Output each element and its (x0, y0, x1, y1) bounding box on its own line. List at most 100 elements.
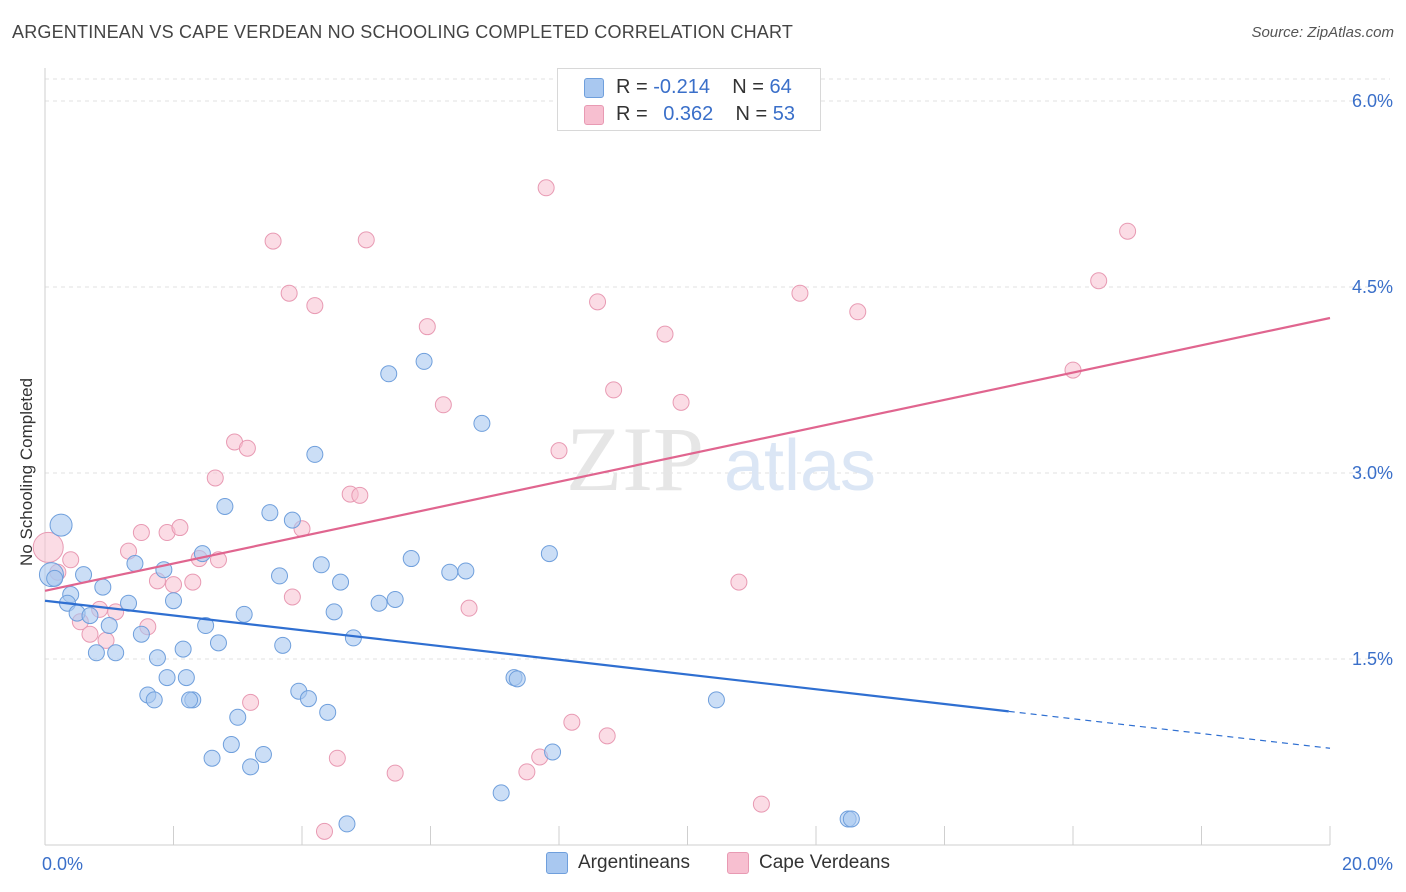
y-tick-label: 6.0% (1352, 91, 1393, 111)
argentinean-point (370, 594, 388, 612)
x-tick-label-max: 20.0% (1342, 854, 1393, 874)
cape-verdean-point (1064, 361, 1082, 379)
argentinean-point (145, 691, 163, 709)
cape-verdean-point (184, 573, 202, 591)
argentinean-point (216, 497, 234, 515)
cape-verdean-point (672, 393, 690, 411)
legend-n-label: N = (732, 76, 764, 98)
tick-labels: 1.5% 3.0% 4.5% 6.0% 0.0% 20.0% (42, 91, 1393, 874)
argentinean-point (94, 578, 112, 596)
legend-r-label: R = (616, 103, 648, 125)
legend: R = -0.214 N = 64 R = 0.362 N = 53 (557, 68, 821, 131)
argentinean-point (540, 545, 558, 563)
argentinean-point (235, 605, 253, 623)
y-tick-label: 3.0% (1352, 463, 1393, 483)
argentinean-point (492, 784, 510, 802)
cape-verdean-point (280, 284, 298, 302)
legend-row-argentineans: R = -0.214 N = 64 (558, 74, 820, 100)
cape-verdean-point (563, 713, 581, 731)
watermark-zip: ZIP (566, 408, 704, 510)
argentinean-point (46, 569, 64, 587)
cape-verdean-point (283, 588, 301, 606)
argentineans-trend-extension (1008, 710, 1331, 749)
argentineans-points (38, 352, 860, 833)
argentinean-point (242, 758, 260, 776)
argentinean-point (75, 566, 93, 584)
trend-lines (44, 316, 1331, 749)
cape-verdean-point (1090, 272, 1108, 290)
argentinean-point (100, 617, 118, 635)
legend-argentineans-text: R = -0.214 N = 64 (616, 76, 792, 99)
argentinean-point (457, 562, 475, 580)
bottom-legend-label: Argentineans (578, 852, 690, 873)
cape-verdean-point (1119, 222, 1137, 240)
argentinean-point (177, 669, 195, 687)
cape-verdean-point (460, 599, 478, 617)
cape-verdean-point (32, 531, 64, 563)
argentinean-point (222, 736, 240, 754)
legend-row-cape-verdeans: R = 0.362 N = 53 (558, 101, 820, 127)
argentinean-point (174, 640, 192, 658)
argentinean-point (132, 625, 150, 643)
legend-r-label: R = (616, 76, 648, 98)
cape-verdean-point (165, 576, 182, 594)
argentinean-point (271, 567, 289, 585)
cape-verdean-point (238, 439, 256, 457)
argentinean-point (325, 603, 343, 621)
cape-verdean-point (434, 396, 452, 414)
argentinean-point (344, 629, 362, 647)
argentinean-point (158, 669, 176, 687)
cape-verdean-point (132, 524, 150, 542)
argentinean-point (49, 513, 73, 537)
cape-verdean-point (315, 822, 333, 840)
cape-verdeans-trend-line (44, 316, 1331, 592)
argentinean-point (197, 617, 215, 635)
argentinean-point (229, 708, 247, 726)
cape-verdean-point (598, 727, 616, 745)
argentineans-swatch (546, 852, 568, 874)
argentinean-point (299, 690, 317, 708)
cape-verdean-point (81, 625, 99, 643)
argentinean-point (274, 636, 292, 654)
y-axis-label: No Schooling Completed (17, 377, 36, 566)
argentinean-point (319, 703, 337, 721)
argentinean-point (544, 743, 562, 761)
cape-verdean-point (386, 764, 404, 782)
argentinean-point (181, 691, 199, 709)
argentineans-trend-line (44, 599, 1009, 713)
cape-verdeans-points (32, 179, 1137, 840)
watermark-atlas: atlas (724, 426, 876, 506)
argentinean-point (332, 573, 350, 591)
cape-verdean-point (605, 381, 623, 399)
legend-n-value: 64 (769, 76, 792, 98)
cape-verdean-point (328, 749, 346, 767)
y-tick-label: 1.5% (1352, 649, 1393, 669)
cape-verdean-point (306, 297, 324, 315)
argentinean-point (261, 504, 279, 522)
watermark: ZIP atlas (566, 408, 876, 510)
cape-verdean-point (791, 284, 809, 302)
cape-verdean-point (418, 318, 436, 336)
argentinean-point (126, 555, 144, 573)
legend-n-label: N = (735, 103, 768, 125)
cape-verdean-point (730, 573, 748, 591)
cape-verdean-point (171, 519, 189, 537)
cape-verdean-point (518, 763, 536, 781)
cape-verdeans-swatch (727, 852, 749, 874)
argentinean-point (87, 644, 105, 662)
argentinean-point (508, 670, 526, 688)
argentinean-point (254, 745, 272, 763)
argentinean-point (338, 815, 356, 833)
legend-cape-verdeans-text: R = 0.362 N = 53 (616, 103, 795, 126)
cape-verdean-point (264, 232, 282, 250)
argentinean-point (107, 644, 125, 662)
axes (44, 68, 1331, 846)
argentinean-point (473, 414, 491, 432)
argentinean-point (165, 592, 182, 610)
legend-n-value: 53 (772, 103, 796, 125)
argentinean-point (306, 445, 324, 463)
argentinean-point (402, 550, 420, 568)
argentinean-point (312, 556, 330, 574)
cape-verdean-point (357, 231, 375, 249)
